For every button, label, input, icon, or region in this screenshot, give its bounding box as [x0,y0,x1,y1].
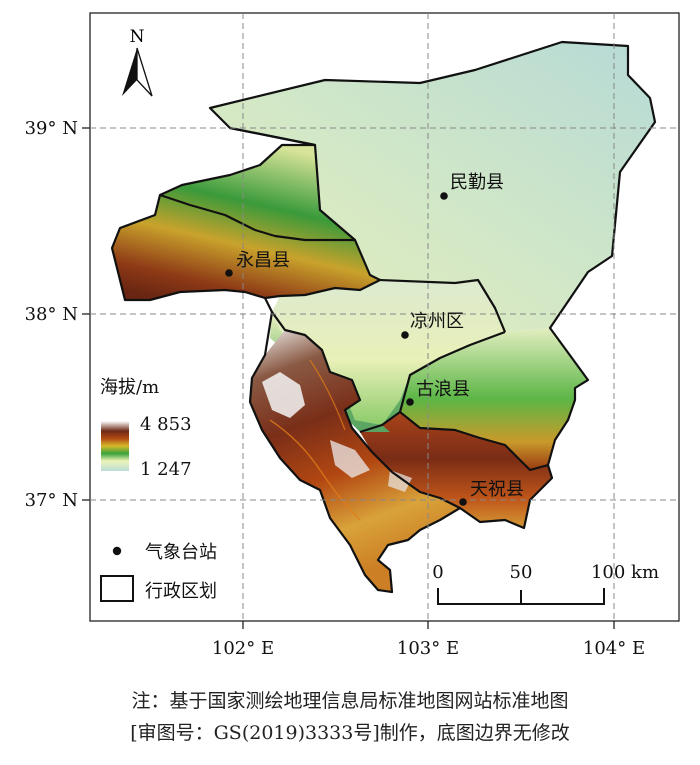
map-note-line-1: 注：基于国家测绘地理信息局标准地图网站标准地图 [131,690,569,712]
stations: 民勤县 永昌县 凉州区 古浪县 天祝县 [225,172,524,506]
legend-min: 1 247 [140,459,192,480]
station-label-yongchang: 永昌县 [236,250,290,271]
divide-liangzhou-mountains [271,311,373,453]
boundaries [110,40,657,594]
axis-labels: 39° N 38° N 37° N 102° E 103° E 104° E [25,118,646,659]
symbol-legend: 气象台站 行政区划 [100,542,217,602]
region-gulang [400,328,588,470]
lon-label-103: 103° E [397,638,459,659]
divide-liangzhou-gulang [398,330,506,413]
lat-label-38: 38° N [25,304,78,325]
outer-boundary [110,40,657,594]
legend-title: 海拔/m [100,377,159,398]
legend-colorbar [101,421,129,471]
legend-max: 4 853 [140,414,192,435]
lon-label-102: 102° E [212,638,274,659]
legend-station-label: 气象台站 [145,542,217,563]
map-note-line-2: [审图号：GS(2019)3333号]制作，底图边界无修改 [130,722,570,744]
graticule [90,13,679,621]
station-dot-gulang [406,398,414,406]
snow-cap [262,372,305,418]
region-liangzhou [272,280,505,425]
snow-cap-3 [388,470,412,492]
river [269,419,361,521]
river-2 [309,359,346,431]
divide-yongchang-minqin [229,126,381,281]
scale-tick-100: 100 km [591,562,659,583]
divide-west-strip [159,193,355,242]
region-tianzhu [360,412,552,528]
north-arrow-icon [122,48,137,96]
legend-boundary-label: 行政区划 [145,581,217,602]
divide-tianzhu [359,410,549,472]
frame-ticks [82,127,615,629]
station-dot-liangzhou [401,331,409,339]
legend-station-icon [112,546,122,556]
scale-bar: 0 50 100 km [432,562,659,605]
station-dot-minqin [440,192,448,200]
station-label-tianzhu: 天祝县 [470,479,524,500]
scale-bar-line [437,588,605,605]
scale-tick-50: 50 [510,562,533,583]
lat-label-37: 37° N [25,490,78,511]
region-yongchang [112,145,380,300]
legend-boundary-icon [100,575,134,602]
snow-cap-2 [330,440,370,478]
lat-label-39: 39° N [25,118,78,139]
station-label-liangzhou: 凉州区 [410,311,464,332]
scale-tick-0: 0 [432,562,443,583]
station-dot-yongchang [225,269,233,277]
terrain-layer [112,42,655,592]
divide-tianzhu-west [371,451,461,509]
divide-yongchang-liangzhou [264,279,381,300]
region-minqin [210,42,655,332]
divide-liangzhou-minqin [379,278,507,333]
station-label-minqin: 民勤县 [450,172,504,193]
north-arrow-label: N [130,27,145,47]
elevation-legend: 海拔/m 4 853 1 247 [100,377,192,480]
lon-label-104: 104° E [583,638,645,659]
north-arrow: N [122,27,153,97]
station-dot-tianzhu [459,498,467,506]
station-label-gulang: 古浪县 [416,379,470,400]
